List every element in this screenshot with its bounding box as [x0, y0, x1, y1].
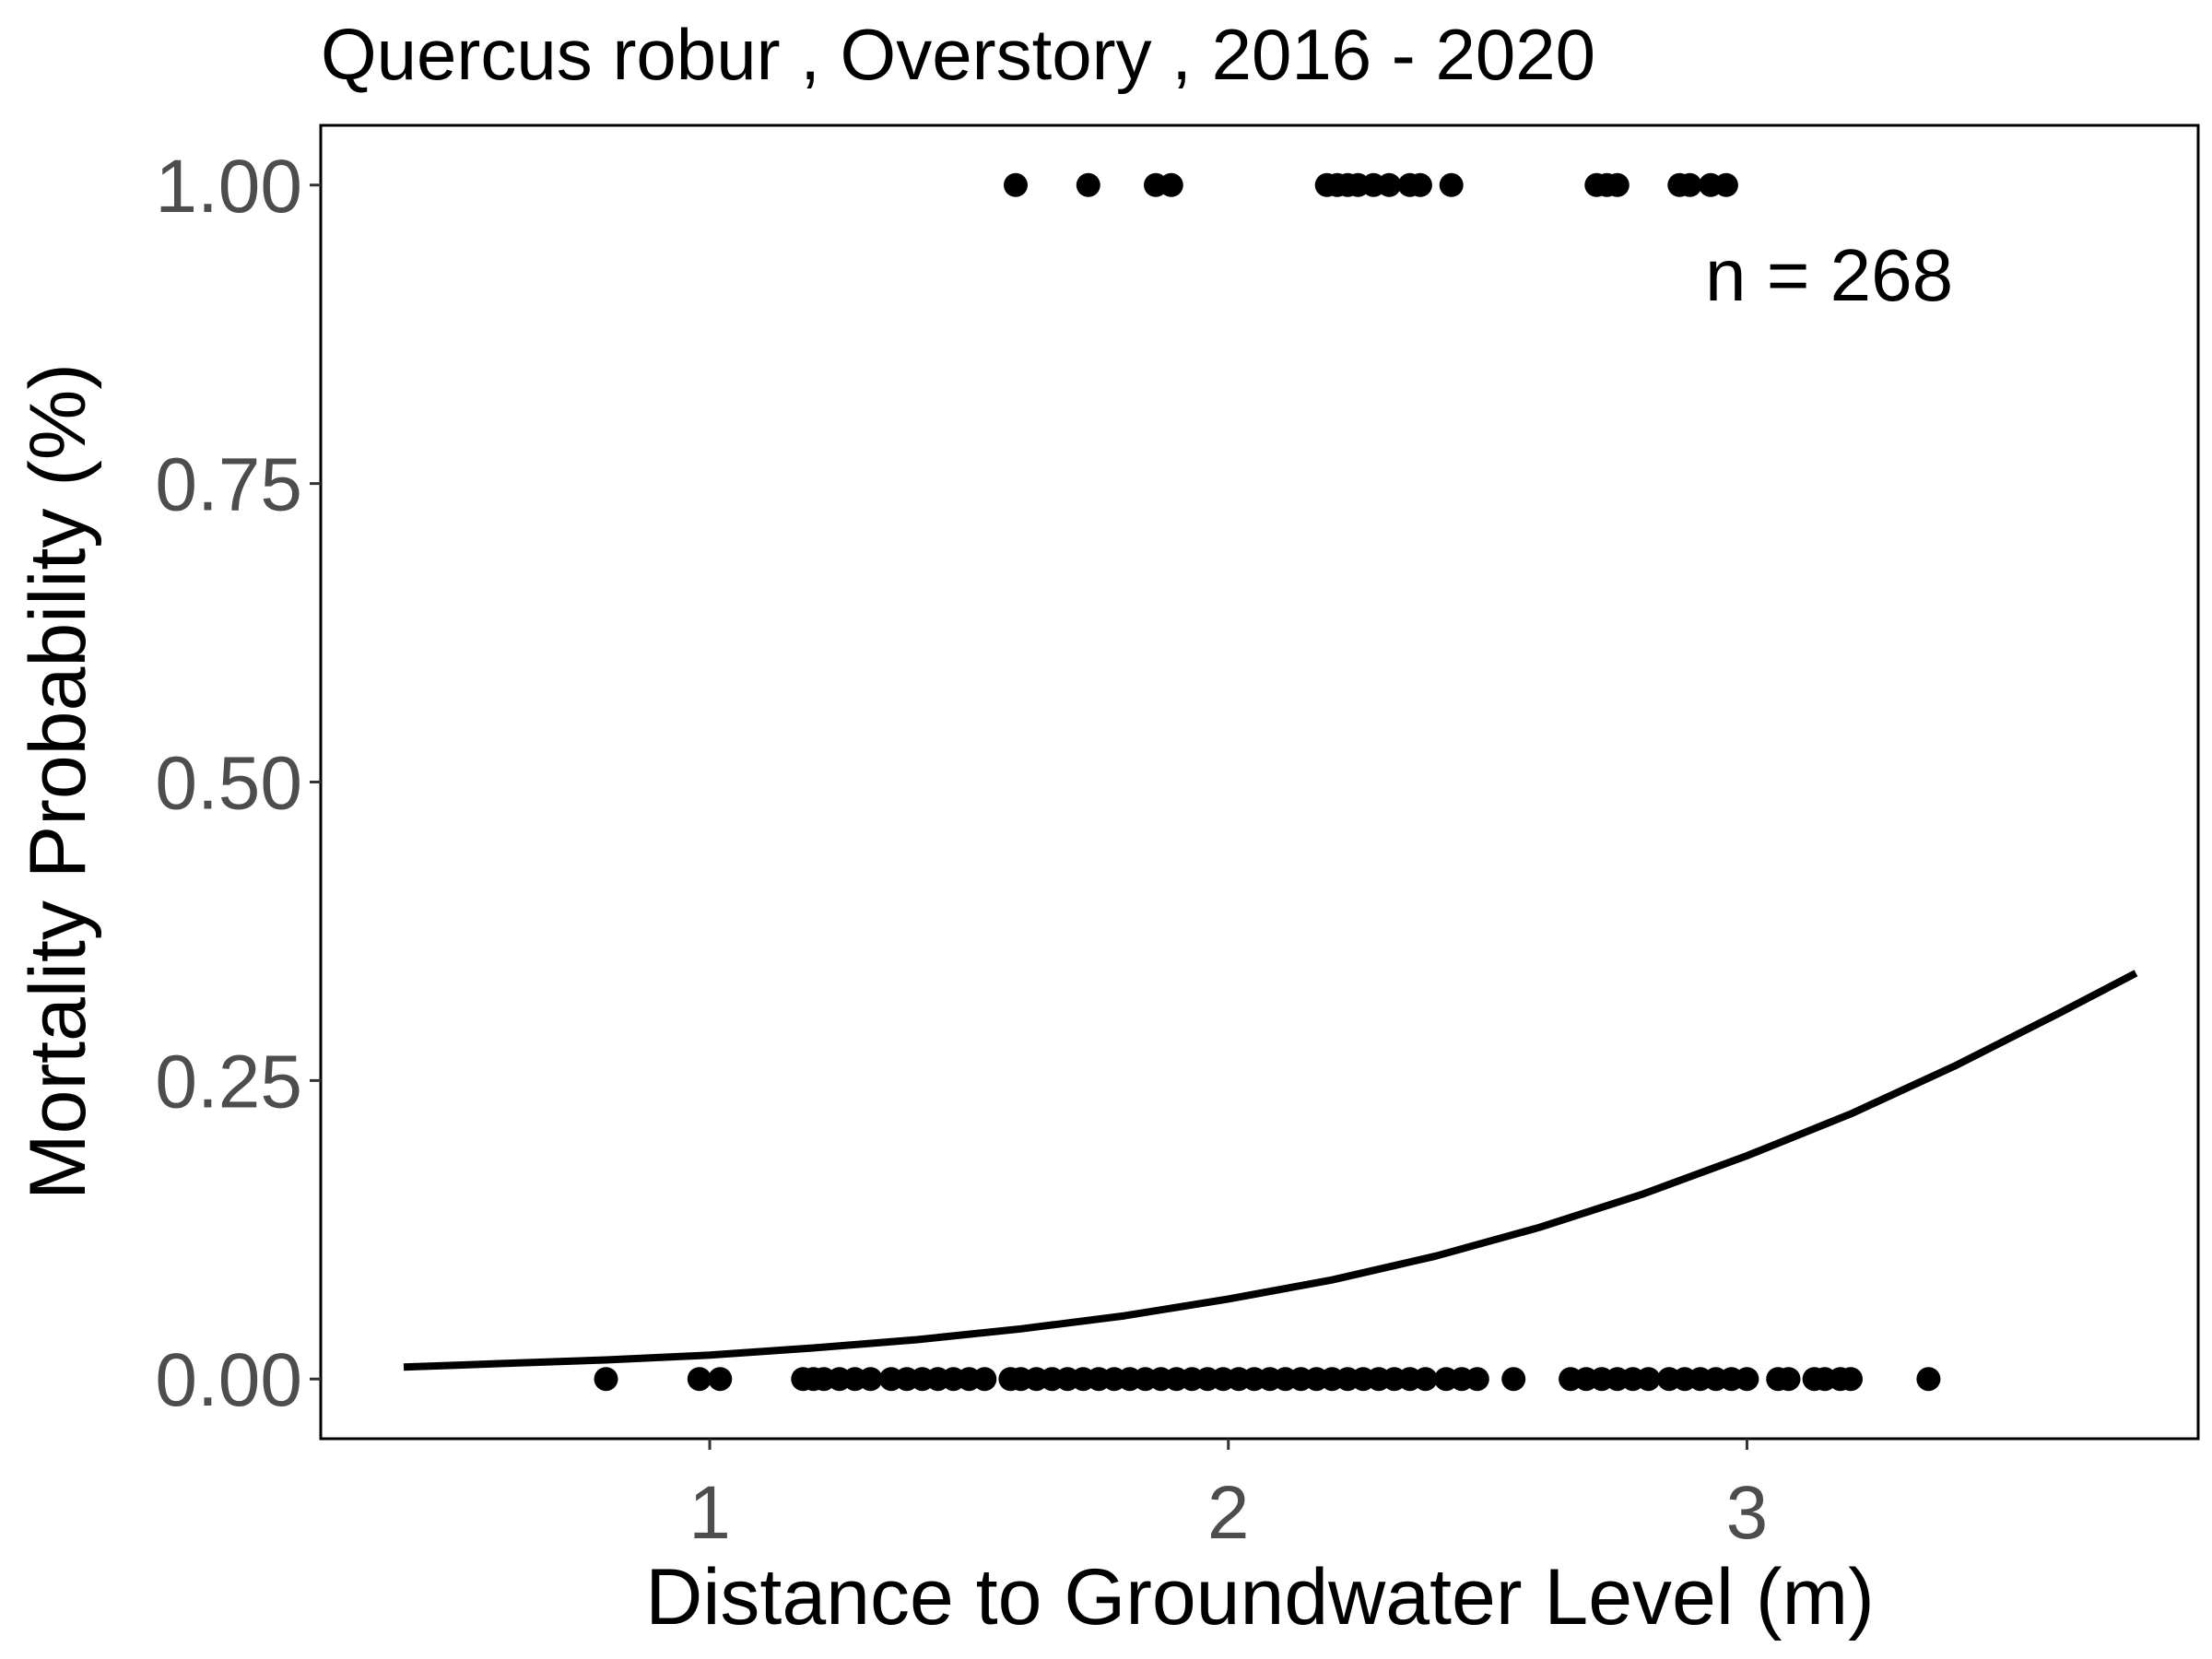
data-point — [708, 1367, 733, 1392]
data-point — [1605, 172, 1630, 197]
data-point — [1159, 172, 1183, 197]
y-axis: 0.00 0.25 0.50 0.75 1.00 — [155, 145, 321, 1422]
data-point — [1735, 1367, 1759, 1392]
y-tick-label: 0.00 — [155, 1338, 302, 1422]
data-point — [1916, 1367, 1941, 1392]
data-point — [1776, 1367, 1801, 1392]
data-point — [1076, 172, 1100, 197]
data-point — [1439, 172, 1464, 197]
x-tick-label: 1 — [688, 1471, 731, 1555]
data-point — [687, 1367, 712, 1392]
data-point — [1413, 1367, 1438, 1392]
y-tick-label: 0.25 — [155, 1040, 302, 1124]
data-point — [1839, 1367, 1863, 1392]
data-point — [1501, 1367, 1526, 1392]
fitted-curve-layer — [403, 970, 2138, 1371]
data-point — [1377, 172, 1402, 197]
points-layer — [594, 172, 1941, 1392]
data-point — [1407, 172, 1432, 197]
sample-size-annotation: n = 268 — [1705, 234, 1953, 316]
data-point — [1677, 172, 1702, 197]
data-point — [1465, 1367, 1489, 1392]
y-axis-title: Mortality Probability (%) — [14, 363, 102, 1200]
data-point — [1713, 172, 1738, 197]
y-tick-label: 0.75 — [155, 443, 302, 527]
x-axis-title: Distance to Groundwater Level (m) — [645, 1553, 1875, 1641]
x-tick-label: 2 — [1207, 1471, 1250, 1555]
fitted-curve — [403, 970, 2138, 1371]
y-tick-label: 0.50 — [155, 742, 302, 826]
y-tick-label: 1.00 — [155, 145, 302, 229]
chart-title: Quercus robur , Overstory , 2016 - 2020 — [321, 14, 1595, 95]
data-point — [1636, 1367, 1661, 1392]
x-tick-label: 3 — [1726, 1471, 1769, 1555]
data-point — [1004, 172, 1028, 197]
x-axis: 1 2 3 — [688, 1439, 1768, 1555]
data-point — [594, 1367, 618, 1392]
data-point — [972, 1367, 997, 1392]
data-point — [858, 1367, 883, 1392]
plot-panel — [319, 124, 2200, 1441]
